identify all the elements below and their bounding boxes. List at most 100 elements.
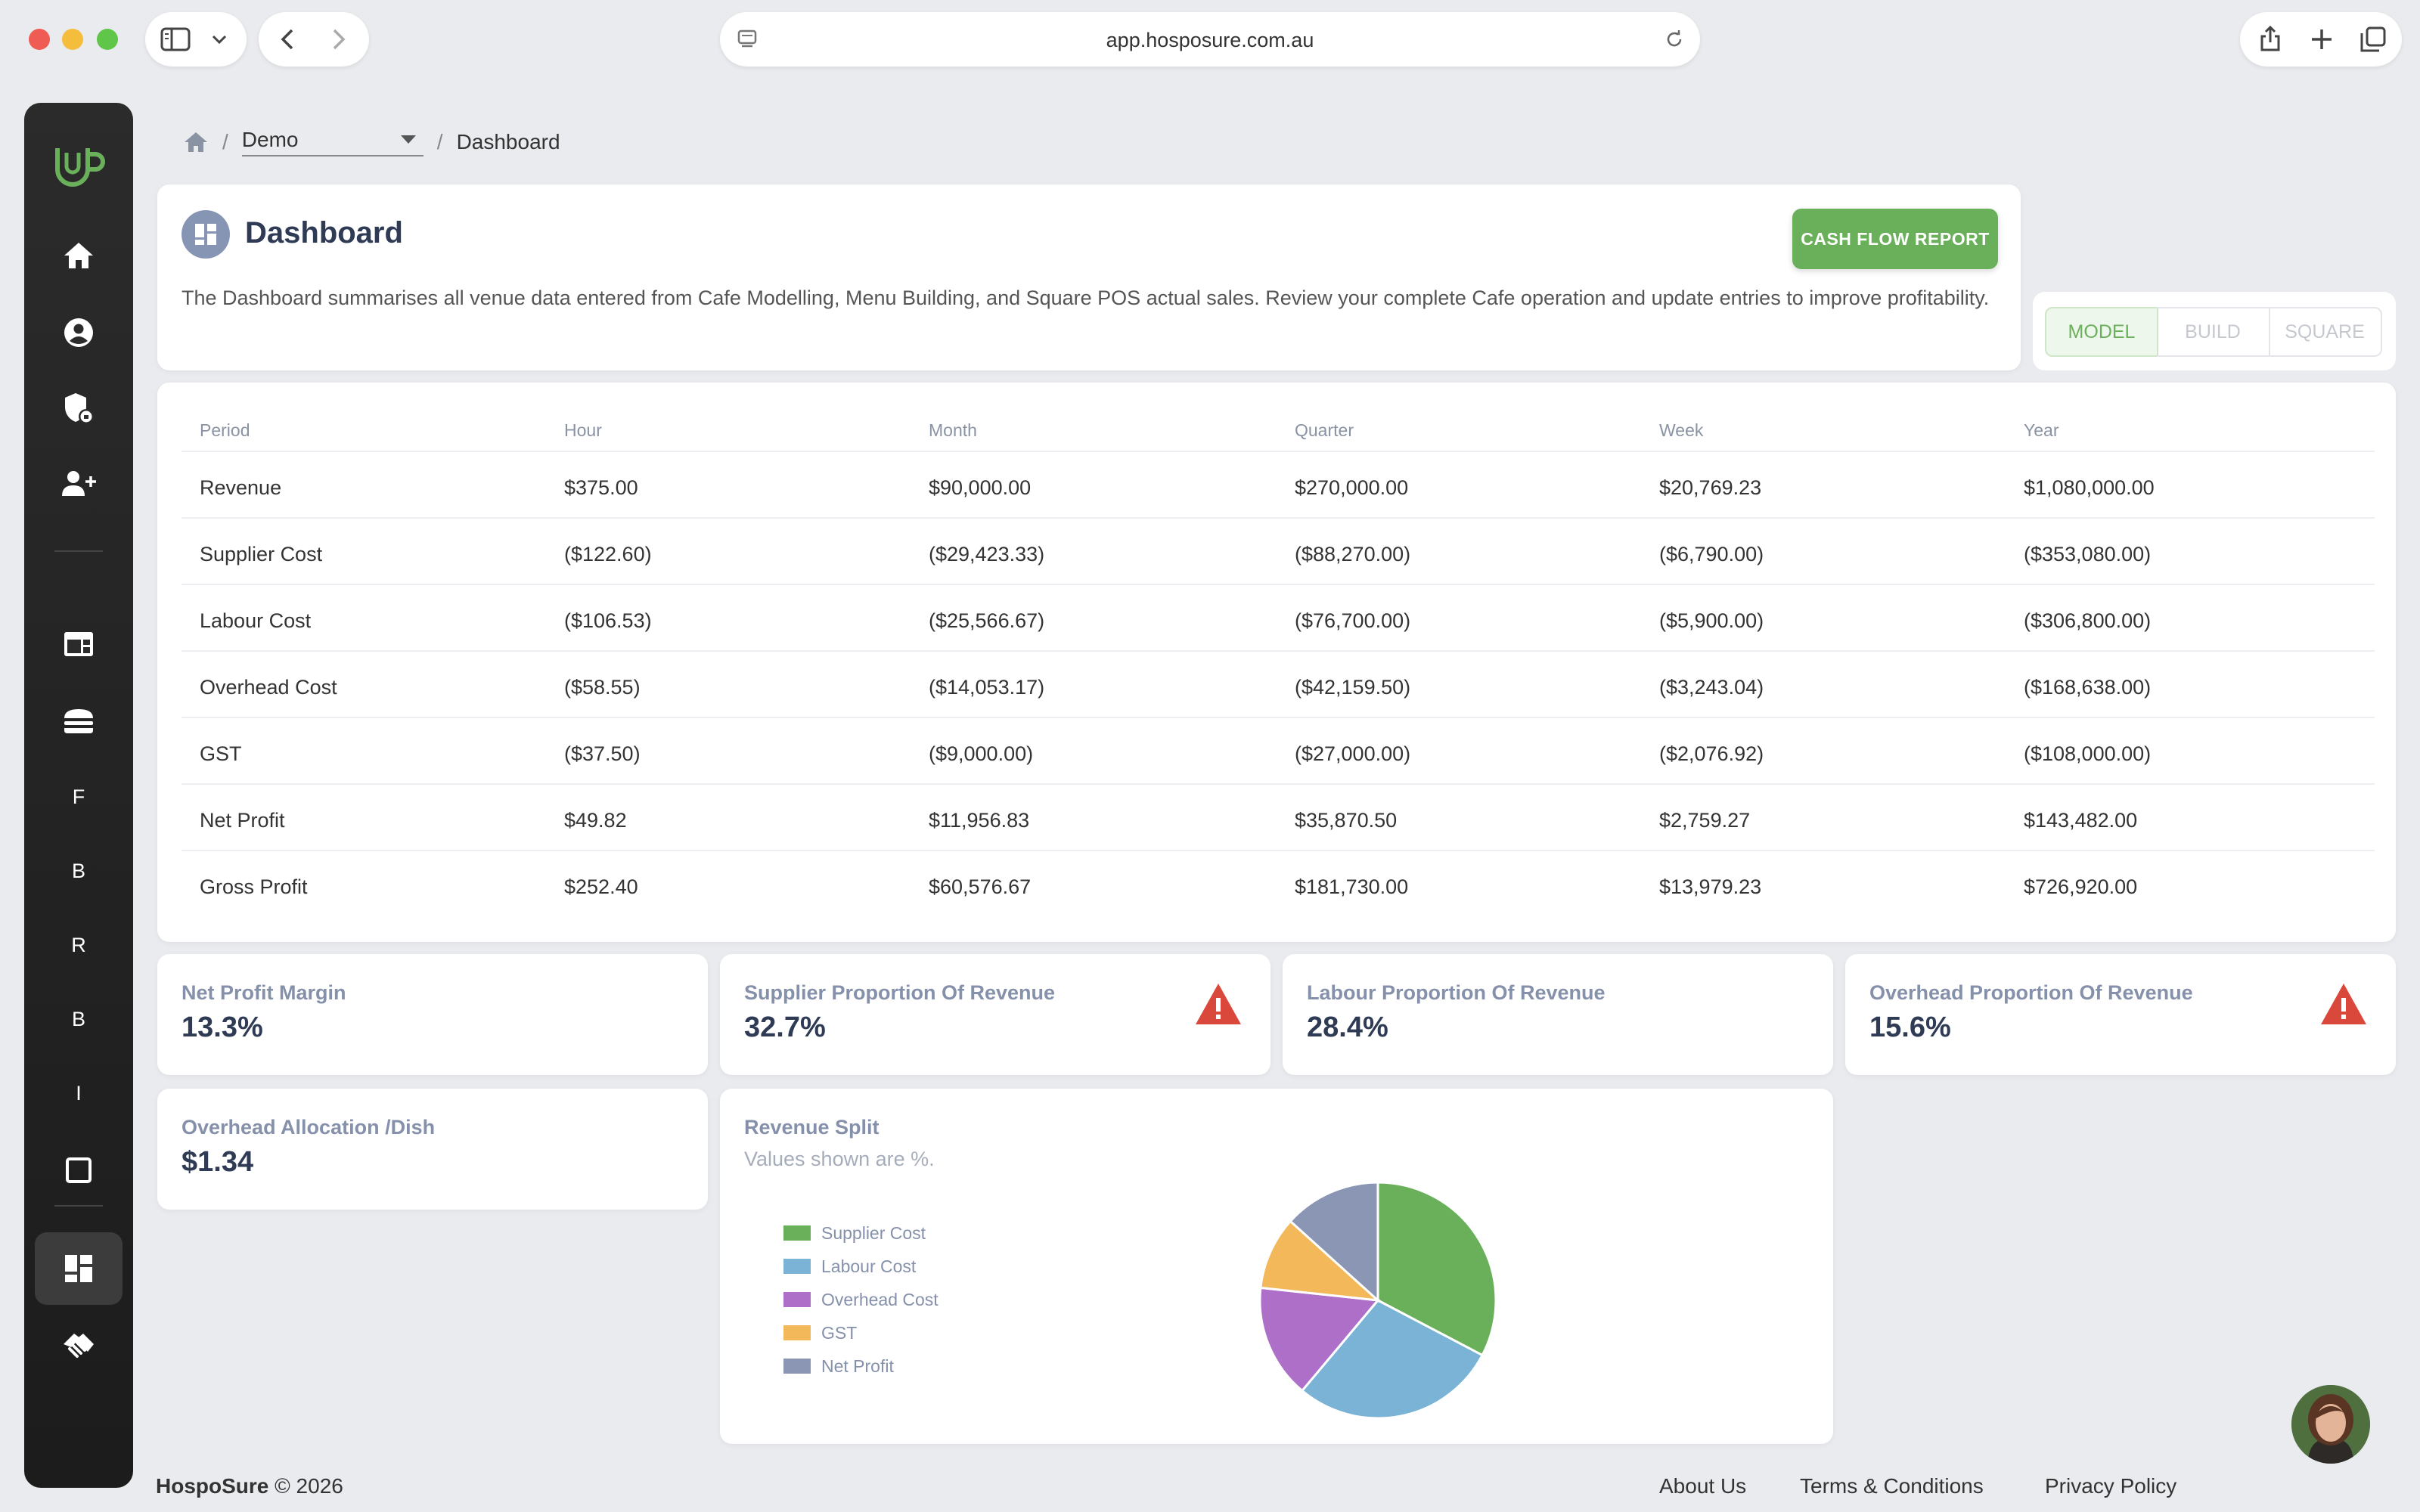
account-circle-icon bbox=[64, 318, 93, 347]
sidebar-item-letter-f[interactable]: F bbox=[72, 785, 85, 808]
metric-card-labour-proportion: Labour Proportion Of Revenue 28.4% bbox=[1283, 954, 1833, 1075]
dashboard-icon bbox=[65, 1255, 92, 1282]
footer-copyright: HospoSure © 2026 bbox=[156, 1474, 343, 1498]
metric-value: $1.34 bbox=[182, 1146, 254, 1178]
sidebar-item-add-user[interactable] bbox=[24, 454, 133, 514]
back-icon[interactable] bbox=[278, 27, 296, 51]
sidebar-divider-2 bbox=[54, 1205, 103, 1207]
maximize-window-button[interactable] bbox=[97, 29, 118, 50]
legend-label: Supplier Cost bbox=[821, 1222, 926, 1243]
tab-square[interactable]: SQUARE bbox=[2269, 307, 2382, 357]
table-header-month: Month bbox=[929, 420, 977, 440]
week-value: ($2,076.92) bbox=[1659, 742, 1764, 765]
app-logo[interactable] bbox=[24, 125, 133, 201]
sidebar-toggle-icon[interactable] bbox=[160, 27, 191, 51]
table-row: Gross Profit $252.40 $60,576.67 $181,730.00… bbox=[182, 850, 2375, 916]
quarter-value: $270,000.00 bbox=[1295, 476, 1409, 499]
week-value: ($6,790.00) bbox=[1659, 543, 1764, 565]
quarter-value: $35,870.50 bbox=[1295, 809, 1398, 832]
pie-slice-overhead-cost[interactable] bbox=[1258, 1286, 1380, 1393]
sidebar-item-security[interactable] bbox=[24, 378, 133, 438]
tab-build[interactable]: BUILD bbox=[2157, 307, 2270, 357]
share-icon[interactable] bbox=[2258, 24, 2282, 53]
dashboard-header-icon bbox=[182, 210, 230, 259]
footer-brand: HospoSure bbox=[156, 1474, 269, 1498]
month-value: ($25,566.67) bbox=[929, 609, 1045, 632]
reload-icon[interactable] bbox=[1664, 29, 1685, 50]
year-value: $726,920.00 bbox=[2024, 875, 2138, 898]
address-bar[interactable]: app.hosposure.com.au bbox=[720, 12, 1700, 67]
sidebar-item-menu[interactable] bbox=[24, 691, 133, 751]
hour-value: $375.00 bbox=[564, 476, 638, 499]
row-label: Labour Cost bbox=[200, 609, 312, 632]
close-window-button[interactable] bbox=[29, 29, 50, 50]
pie-slice-gst[interactable] bbox=[1259, 1219, 1382, 1302]
app-sidebar: F B R B I bbox=[24, 103, 133, 1488]
sidebar-item-home[interactable] bbox=[24, 225, 133, 286]
hour-value: $49.82 bbox=[564, 809, 627, 832]
period-summary-table: Period Hour Month Quarter Week Year Reve… bbox=[157, 383, 2396, 942]
legend-item[interactable]: GST bbox=[783, 1321, 857, 1344]
footer-link-privacy[interactable]: Privacy Policy bbox=[2045, 1474, 2177, 1498]
history-nav-group bbox=[259, 12, 369, 67]
minimize-window-button[interactable] bbox=[62, 29, 83, 50]
warning-icon[interactable] bbox=[1193, 981, 1243, 1027]
metric-label: Overhead Allocation /Dish bbox=[182, 1116, 436, 1139]
legend-item[interactable]: Labour Cost bbox=[783, 1255, 916, 1278]
chevron-down-icon[interactable] bbox=[210, 33, 228, 45]
support-chat-avatar[interactable] bbox=[2291, 1385, 2370, 1464]
warning-icon[interactable] bbox=[2319, 981, 2369, 1027]
dashboard-icon bbox=[195, 224, 216, 245]
handshake-icon bbox=[64, 1334, 94, 1358]
sidebar-item-letter-b[interactable]: B bbox=[71, 859, 85, 882]
sidebar-item-partners[interactable] bbox=[24, 1315, 133, 1376]
chart-title: Revenue Split bbox=[744, 1116, 880, 1139]
footer-link-about[interactable]: About Us bbox=[1659, 1474, 1747, 1498]
year-value: $143,482.00 bbox=[2024, 809, 2138, 832]
legend-item[interactable]: Supplier Cost bbox=[783, 1222, 926, 1244]
square-pos-icon bbox=[66, 1157, 92, 1183]
footer-link-terms[interactable]: Terms & Conditions bbox=[1800, 1474, 1984, 1498]
year-value: ($306,800.00) bbox=[2024, 609, 2152, 632]
row-label: GST bbox=[200, 742, 242, 765]
hosposure-logo-icon bbox=[55, 148, 105, 187]
tab-model[interactable]: MODEL bbox=[2045, 307, 2158, 357]
sidebar-item-letter-b-2[interactable]: B bbox=[71, 1007, 85, 1030]
legend-item[interactable]: Overhead Cost bbox=[783, 1288, 939, 1311]
sidebar-item-account[interactable] bbox=[24, 302, 133, 363]
quarter-value: ($42,159.50) bbox=[1295, 676, 1411, 699]
home-breadcrumb-icon[interactable] bbox=[183, 131, 209, 153]
week-value: ($5,900.00) bbox=[1659, 609, 1764, 632]
pie-slice-net-profit[interactable] bbox=[1289, 1181, 1379, 1303]
metric-value: 13.3% bbox=[182, 1012, 263, 1043]
sidebar-item-letter-r[interactable]: R bbox=[71, 933, 86, 956]
week-value: $13,979.23 bbox=[1659, 875, 1762, 898]
shield-lock-icon bbox=[65, 393, 94, 424]
new-tab-icon[interactable] bbox=[2310, 27, 2334, 51]
sidebar-item-square[interactable] bbox=[24, 1140, 133, 1201]
hour-value: $252.40 bbox=[564, 875, 638, 898]
hour-value: ($58.55) bbox=[564, 676, 641, 699]
page-settings-icon[interactable] bbox=[737, 29, 758, 50]
metric-value: 28.4% bbox=[1307, 1012, 1388, 1043]
tab-overview-icon[interactable] bbox=[2360, 26, 2387, 53]
legend-swatch bbox=[783, 1325, 811, 1340]
pie-slice-labour-cost[interactable] bbox=[1300, 1299, 1485, 1420]
url-text: app.hosposure.com.au bbox=[1106, 29, 1314, 51]
sidebar-item-letter-i[interactable]: I bbox=[76, 1081, 82, 1105]
hour-value: ($106.53) bbox=[564, 609, 652, 632]
metric-label: Labour Proportion Of Revenue bbox=[1307, 981, 1606, 1004]
hour-value: ($122.60) bbox=[564, 543, 652, 565]
forward-icon[interactable] bbox=[330, 27, 348, 51]
chart-subtitle: Values shown are %. bbox=[744, 1148, 935, 1170]
table-row: Revenue $375.00 $90,000.00 $270,000.00 $20,7… bbox=[182, 451, 2375, 517]
sidebar-item-dashboard[interactable] bbox=[24, 1238, 133, 1299]
legend-item[interactable]: Net Profit bbox=[783, 1355, 894, 1377]
caret-down-icon bbox=[400, 135, 416, 144]
venue-select[interactable]: Demo bbox=[241, 128, 424, 156]
sidebar-item-cafe-model[interactable] bbox=[24, 614, 133, 674]
pie-slice-supplier-cost[interactable] bbox=[1376, 1181, 1497, 1357]
legend-label: Overhead Cost bbox=[821, 1289, 939, 1309]
cash-flow-report-button[interactable]: CASH FLOW REPORT bbox=[1792, 209, 1998, 269]
week-value: ($3,243.04) bbox=[1659, 676, 1764, 699]
